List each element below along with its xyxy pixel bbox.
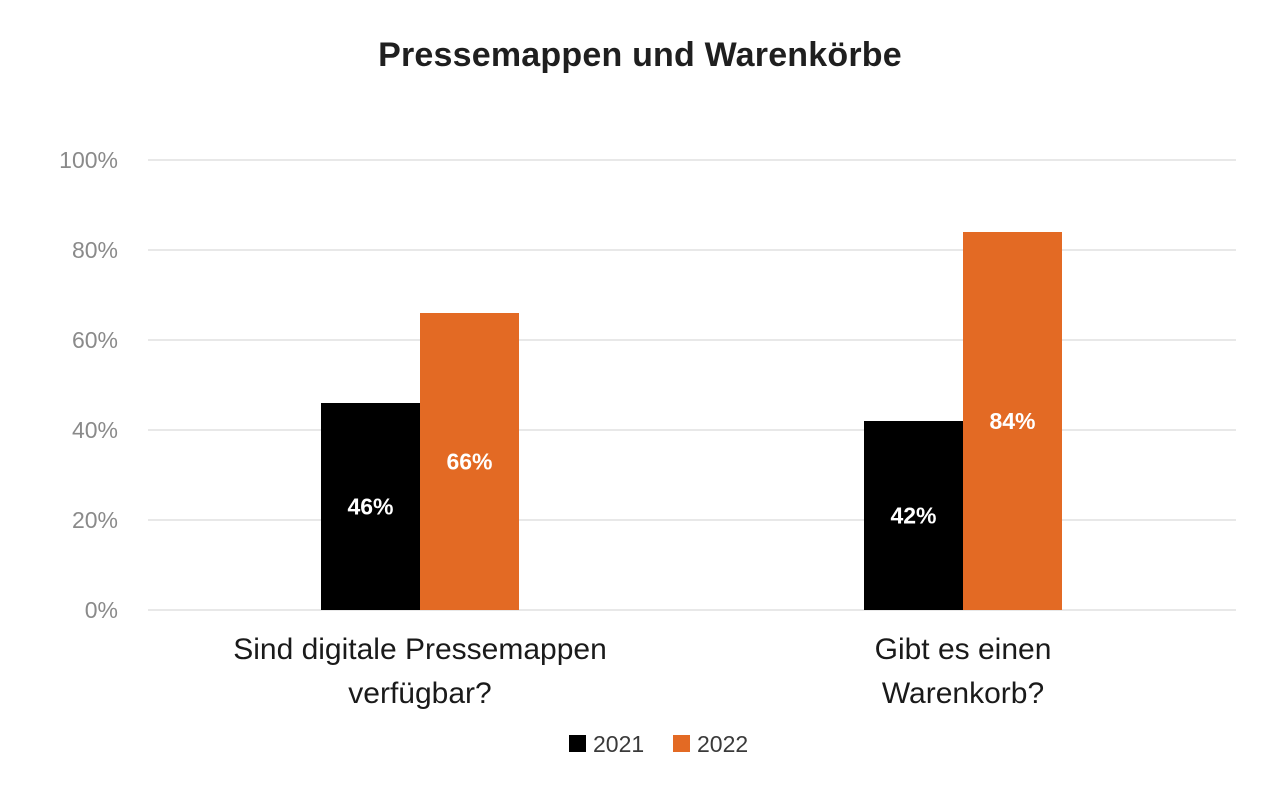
legend-label: 2022 [697,731,748,757]
y-tick-label: 20% [72,507,118,533]
data-label: 42% [890,503,936,529]
legend-swatch-2021 [569,735,586,752]
data-label: 66% [446,449,492,475]
data-label: 84% [989,408,1035,434]
gridlines [148,159,1236,611]
legend: 2021 2022 [569,731,748,757]
x-axis-categories: Sind digitale Pressemappen verfügbar? Gibt… [233,633,1051,710]
category-label: Sind digitale Pressemappen [233,633,607,666]
y-axis-ticks: 0% 20% 40% 60% 80% 100% [59,147,118,623]
legend-swatch-2022 [673,735,690,752]
y-tick-label: 0% [85,597,118,623]
y-tick-label: 80% [72,237,118,263]
bar-2022-cat-1 [963,232,1062,610]
category-label: Gibt es einen [875,633,1052,666]
y-tick-label: 100% [59,147,118,173]
bar-2021-cat-0 [321,403,420,610]
category-label: verfügbar? [348,677,491,710]
bars: 46% 66% 42% 84% [321,232,1062,610]
chart-title: Pressemappen und Warenkörbe [378,36,902,74]
data-label: 46% [347,494,393,520]
bar-2021-cat-1 [864,421,963,610]
y-tick-label: 60% [72,327,118,353]
y-tick-label: 40% [72,417,118,443]
legend-label: 2021 [593,731,644,757]
bar-2022-cat-0 [420,313,519,610]
category-label: Warenkorb? [882,677,1044,710]
